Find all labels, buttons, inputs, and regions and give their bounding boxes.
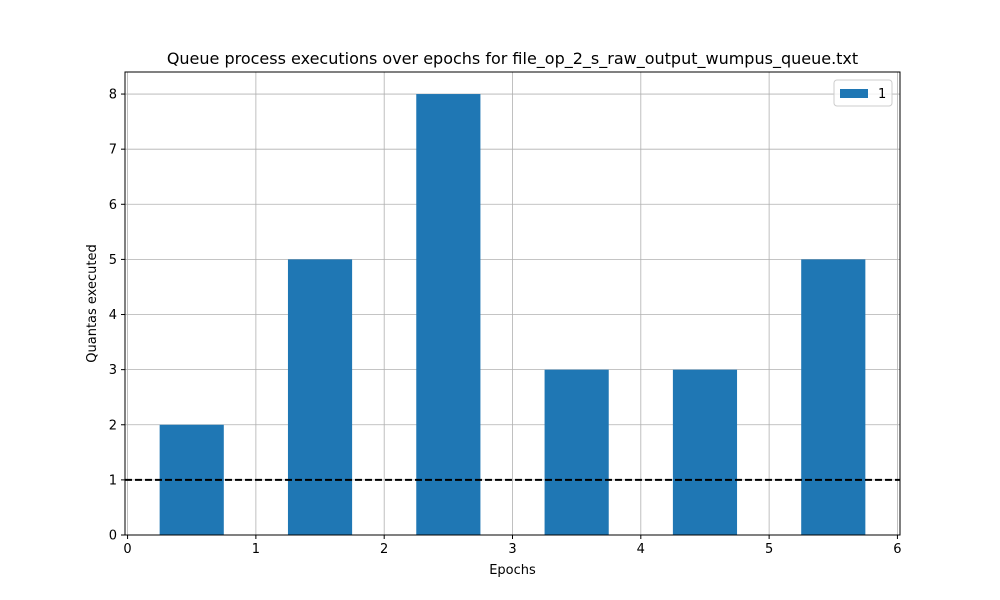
x-tick-label: 6 xyxy=(893,542,901,557)
y-tick-label: 8 xyxy=(109,88,117,103)
y-tick-label: 2 xyxy=(109,418,117,433)
x-axis-label: Epochs xyxy=(489,563,536,578)
bar xyxy=(416,94,481,536)
x-tick-label: 0 xyxy=(123,542,131,557)
legend-label: 1 xyxy=(878,87,886,102)
x-axis-ticks: 0 1 2 3 4 5 6 xyxy=(123,535,902,557)
bar xyxy=(801,259,866,535)
x-tick-label: 1 xyxy=(252,542,260,557)
y-tick-label: 7 xyxy=(109,143,117,158)
x-tick-label: 5 xyxy=(765,542,773,557)
bar xyxy=(287,259,353,535)
bar xyxy=(672,369,738,535)
y-tick-label: 3 xyxy=(109,363,117,378)
bar xyxy=(544,369,609,535)
y-tick-label: 5 xyxy=(109,253,117,268)
y-tick-label: 1 xyxy=(109,473,117,488)
legend: 1 xyxy=(833,79,893,107)
y-tick-label: 4 xyxy=(109,308,117,323)
y-tick-label: 0 xyxy=(109,529,117,544)
y-axis-label: Quantas executed xyxy=(85,244,100,362)
x-tick-label: 2 xyxy=(380,542,388,557)
chart-title: Queue process executions over epochs for… xyxy=(167,49,858,69)
x-tick-label: 4 xyxy=(637,542,645,557)
x-tick-label: 3 xyxy=(508,542,516,557)
y-axis-ticks: 0 1 2 3 4 5 6 7 8 xyxy=(109,88,125,544)
legend-swatch xyxy=(840,89,868,98)
y-tick-label: 6 xyxy=(109,198,117,213)
bars xyxy=(159,94,866,536)
